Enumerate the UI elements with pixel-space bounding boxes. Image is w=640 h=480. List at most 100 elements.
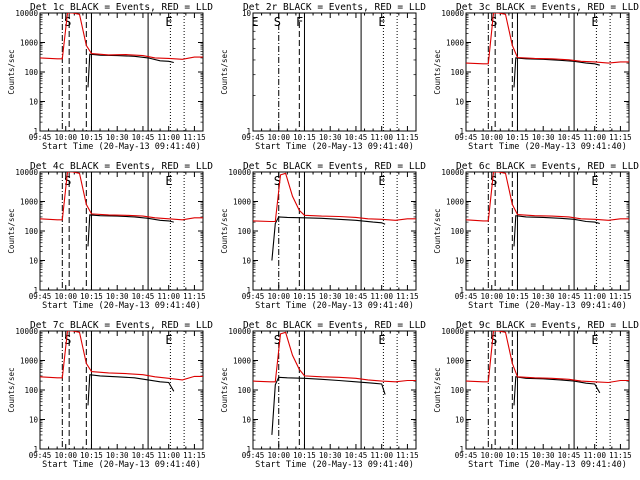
x-tick-label: 10:15	[293, 133, 316, 142]
panel-title: Det 3c BLACK = Events, RED = LLD	[456, 2, 639, 13]
x-tick-label: 10:00	[480, 133, 503, 142]
x-tick-label: 11:15	[183, 451, 206, 460]
x-axis-label: Start Time (20-May-13 09:41:40)	[468, 460, 627, 470]
x-tick-label: 09:45	[455, 292, 478, 301]
series-lld-line	[253, 172, 416, 223]
panel-9: Det 9c BLACK = Events, RED = LLD 1 10 100 10…	[433, 320, 639, 470]
series-events-line	[271, 216, 386, 261]
panel-title: Det 6c BLACK = Events, RED = LLD	[456, 161, 639, 172]
plot-frame	[252, 171, 417, 291]
y-tick-label: 100	[450, 227, 464, 236]
interval-marker: E	[591, 174, 598, 188]
x-tick-label: 09:45	[455, 451, 478, 460]
y-axis-label: Counts/sec	[433, 208, 442, 253]
x-tick-label: 10:45	[558, 292, 581, 301]
interval-marker: S	[64, 333, 71, 347]
y-axis-label: Counts/sec	[433, 367, 442, 412]
x-tick-label: 10:15	[293, 451, 316, 460]
y-axis-label: Counts/sec	[7, 49, 16, 94]
y-tick-label: 10	[29, 98, 39, 107]
y-tick-label: 100	[24, 227, 38, 236]
y-tick-label: 10000	[441, 9, 464, 18]
y-tick-label: 1000	[233, 198, 252, 207]
x-tick-label: 10:30	[319, 292, 342, 301]
panel-title: Det 5c BLACK = Events, RED = LLD	[243, 161, 426, 172]
y-tick-label: 1000	[20, 357, 39, 366]
x-tick-label: 11:00	[157, 133, 180, 142]
interval-marker: E	[251, 15, 258, 29]
plot-frame	[39, 12, 204, 132]
x-tick-label: 10:30	[319, 451, 342, 460]
panel-3: Det 3c BLACK = Events, RED = LLD 1 10 100 10…	[433, 2, 639, 152]
x-axis-label: Start Time (20-May-13 09:41:40)	[42, 142, 201, 152]
x-tick-label: 10:30	[106, 451, 129, 460]
panel-8: Det 8c BLACK = Events, RED = LLD 1 10 100 10…	[220, 320, 426, 470]
y-tick-label: 10	[29, 416, 39, 425]
y-tick-label: 1	[459, 445, 464, 454]
x-tick-label: 10:30	[532, 133, 555, 142]
interval-marker: S	[490, 174, 497, 188]
series-lld-line	[40, 13, 203, 60]
y-tick-label: 10	[29, 257, 39, 266]
interval-marker: E	[378, 333, 385, 347]
y-tick-label: 10000	[15, 168, 38, 177]
x-tick-label: 11:15	[396, 133, 419, 142]
panel-title: Det 7c BLACK = Events, RED = LLD	[30, 320, 213, 331]
interval-marker: F	[296, 15, 303, 29]
y-tick-label: 1000	[20, 198, 39, 207]
y-tick-label: 1	[459, 127, 464, 136]
interval-marker: S	[274, 333, 281, 347]
y-tick-label: 10	[242, 9, 252, 18]
y-tick-label: 10000	[441, 327, 464, 336]
interval-marker: S	[274, 174, 281, 188]
y-tick-label: 1	[33, 445, 38, 454]
x-tick-label: 10:00	[480, 451, 503, 460]
plot-frame	[39, 330, 204, 450]
series-events-line	[271, 376, 386, 435]
x-tick-label: 10:00	[267, 133, 290, 142]
x-tick-label: 10:30	[106, 133, 129, 142]
x-axis-label: Start Time (20-May-13 09:41:40)	[468, 142, 627, 152]
x-tick-label: 11:15	[183, 133, 206, 142]
x-tick-label: 10:00	[54, 133, 77, 142]
plot-frame	[39, 171, 204, 291]
y-tick-label: 10000	[228, 168, 251, 177]
y-tick-label: 10000	[441, 168, 464, 177]
series-lld-line	[466, 331, 629, 384]
interval-marker: S	[490, 333, 497, 347]
panel-title: Det 8c BLACK = Events, RED = LLD	[243, 320, 426, 331]
interval-marker: S	[64, 15, 71, 29]
x-tick-label: 09:45	[29, 451, 52, 460]
x-tick-label: 11:15	[396, 292, 419, 301]
x-tick-label: 09:45	[242, 133, 265, 142]
x-tick-label: 11:00	[157, 451, 180, 460]
series-lld-line	[466, 172, 629, 222]
x-tick-label: 10:45	[132, 292, 155, 301]
series-events-line	[87, 53, 174, 88]
panel-4: Det 4c BLACK = Events, RED = LLD 1 10 100 10…	[7, 161, 213, 311]
y-axis-label: Counts/sec	[7, 367, 16, 412]
x-tick-label: 10:00	[267, 292, 290, 301]
x-tick-label: 10:45	[345, 133, 368, 142]
y-tick-label: 1	[459, 286, 464, 295]
interval-marker: E	[378, 15, 385, 29]
plot-frame	[465, 12, 630, 132]
x-axis-label: Start Time (20-May-13 09:41:40)	[42, 301, 201, 311]
y-tick-label: 100	[450, 68, 464, 77]
interval-marker: E	[378, 174, 385, 188]
x-tick-label: 10:45	[345, 451, 368, 460]
y-tick-label: 1	[246, 127, 251, 136]
y-tick-label: 100	[450, 386, 464, 395]
y-tick-label: 1000	[233, 357, 252, 366]
y-tick-label: 1	[33, 127, 38, 136]
x-tick-label: 11:15	[609, 451, 632, 460]
panel-title: Det 4c BLACK = Events, RED = LLD	[30, 161, 213, 172]
x-tick-label: 10:45	[132, 451, 155, 460]
x-tick-label: 10:15	[80, 451, 103, 460]
plot-frame	[465, 330, 630, 450]
x-axis-label: Start Time (20-May-13 09:41:40)	[255, 460, 414, 470]
y-tick-label: 10000	[15, 327, 38, 336]
x-tick-label: 10:45	[132, 133, 155, 142]
series-lld-line	[466, 13, 629, 65]
x-tick-label: 11:00	[583, 451, 606, 460]
